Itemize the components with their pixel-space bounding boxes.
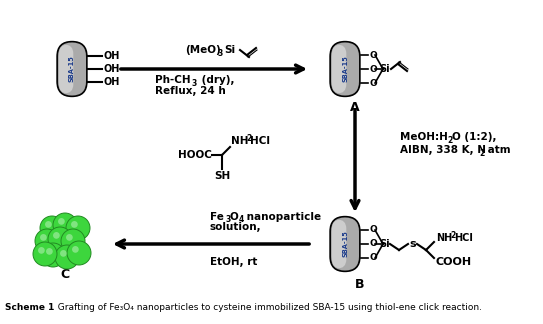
Text: SBA-15: SBA-15 — [69, 56, 75, 82]
Circle shape — [53, 213, 77, 237]
Text: 3: 3 — [192, 78, 197, 87]
Circle shape — [35, 229, 59, 253]
Text: O: O — [230, 212, 239, 222]
FancyBboxPatch shape — [330, 41, 360, 97]
Text: 3: 3 — [218, 49, 223, 57]
Circle shape — [58, 218, 65, 225]
Text: nanoparticle: nanoparticle — [243, 212, 321, 222]
Circle shape — [61, 229, 85, 253]
Text: NH: NH — [231, 136, 249, 146]
Circle shape — [48, 227, 72, 251]
Text: s: s — [409, 239, 415, 249]
Text: (dry),: (dry), — [198, 75, 235, 85]
Text: 2: 2 — [479, 148, 484, 157]
Text: SBA-15: SBA-15 — [342, 56, 348, 82]
Text: Scheme 1: Scheme 1 — [5, 303, 54, 311]
Text: NH: NH — [436, 233, 452, 243]
FancyBboxPatch shape — [57, 41, 87, 97]
Circle shape — [71, 221, 78, 228]
FancyBboxPatch shape — [330, 216, 360, 272]
FancyBboxPatch shape — [331, 42, 359, 96]
Text: COOH: COOH — [436, 257, 472, 267]
Circle shape — [55, 245, 79, 269]
FancyBboxPatch shape — [331, 217, 359, 271]
Circle shape — [38, 247, 45, 254]
Text: O: O — [369, 239, 377, 249]
Circle shape — [45, 221, 52, 228]
Circle shape — [72, 246, 79, 253]
Circle shape — [46, 248, 53, 255]
Text: solution,: solution, — [210, 222, 262, 232]
Text: Fe: Fe — [210, 212, 224, 222]
Circle shape — [40, 216, 64, 240]
Text: B: B — [355, 277, 365, 291]
FancyBboxPatch shape — [59, 44, 73, 94]
Circle shape — [40, 234, 47, 241]
Text: Ph-CH: Ph-CH — [155, 75, 191, 85]
Text: C: C — [60, 269, 70, 282]
Text: 2: 2 — [246, 133, 251, 143]
Text: HCl: HCl — [250, 136, 270, 146]
Text: O: O — [369, 64, 377, 74]
Text: HCl: HCl — [454, 233, 473, 243]
Circle shape — [41, 243, 65, 267]
Text: O: O — [369, 51, 377, 60]
Text: atm: atm — [484, 145, 510, 155]
Circle shape — [33, 242, 57, 266]
Text: AIBN, 338 K, N: AIBN, 338 K, N — [400, 145, 486, 155]
Text: OH: OH — [103, 77, 119, 87]
Text: A: A — [350, 100, 360, 113]
Text: 2: 2 — [450, 230, 455, 239]
Text: 2: 2 — [447, 135, 452, 145]
Text: SBA-15: SBA-15 — [342, 231, 348, 257]
Circle shape — [53, 232, 60, 239]
Circle shape — [67, 241, 91, 265]
Text: SH: SH — [214, 171, 230, 181]
Text: Si: Si — [380, 239, 390, 249]
Text: OH: OH — [103, 64, 119, 74]
Text: Si: Si — [380, 64, 390, 74]
FancyBboxPatch shape — [58, 42, 86, 96]
FancyBboxPatch shape — [332, 219, 346, 269]
Text: OH: OH — [103, 51, 119, 61]
Text: O: O — [369, 253, 377, 262]
Circle shape — [66, 216, 90, 240]
Circle shape — [66, 234, 73, 241]
Text: Grafting of Fe₃O₄ nanoparticles to cysteine immobilized SBA-15 using thiol-ene c: Grafting of Fe₃O₄ nanoparticles to cyste… — [52, 303, 482, 311]
Circle shape — [60, 250, 67, 257]
Text: O (1:2),: O (1:2), — [452, 132, 496, 142]
Text: O: O — [369, 226, 377, 235]
FancyBboxPatch shape — [332, 44, 346, 94]
Text: Si: Si — [224, 45, 235, 55]
Text: HOOC: HOOC — [178, 150, 212, 160]
Text: Reflux, 24 h: Reflux, 24 h — [155, 86, 226, 96]
Text: O: O — [369, 78, 377, 87]
Text: 4: 4 — [239, 215, 244, 225]
Text: EtOH, rt: EtOH, rt — [210, 257, 257, 267]
Text: MeOH:H: MeOH:H — [400, 132, 448, 142]
Text: (MeO): (MeO) — [185, 45, 221, 55]
Text: 3: 3 — [226, 215, 231, 225]
